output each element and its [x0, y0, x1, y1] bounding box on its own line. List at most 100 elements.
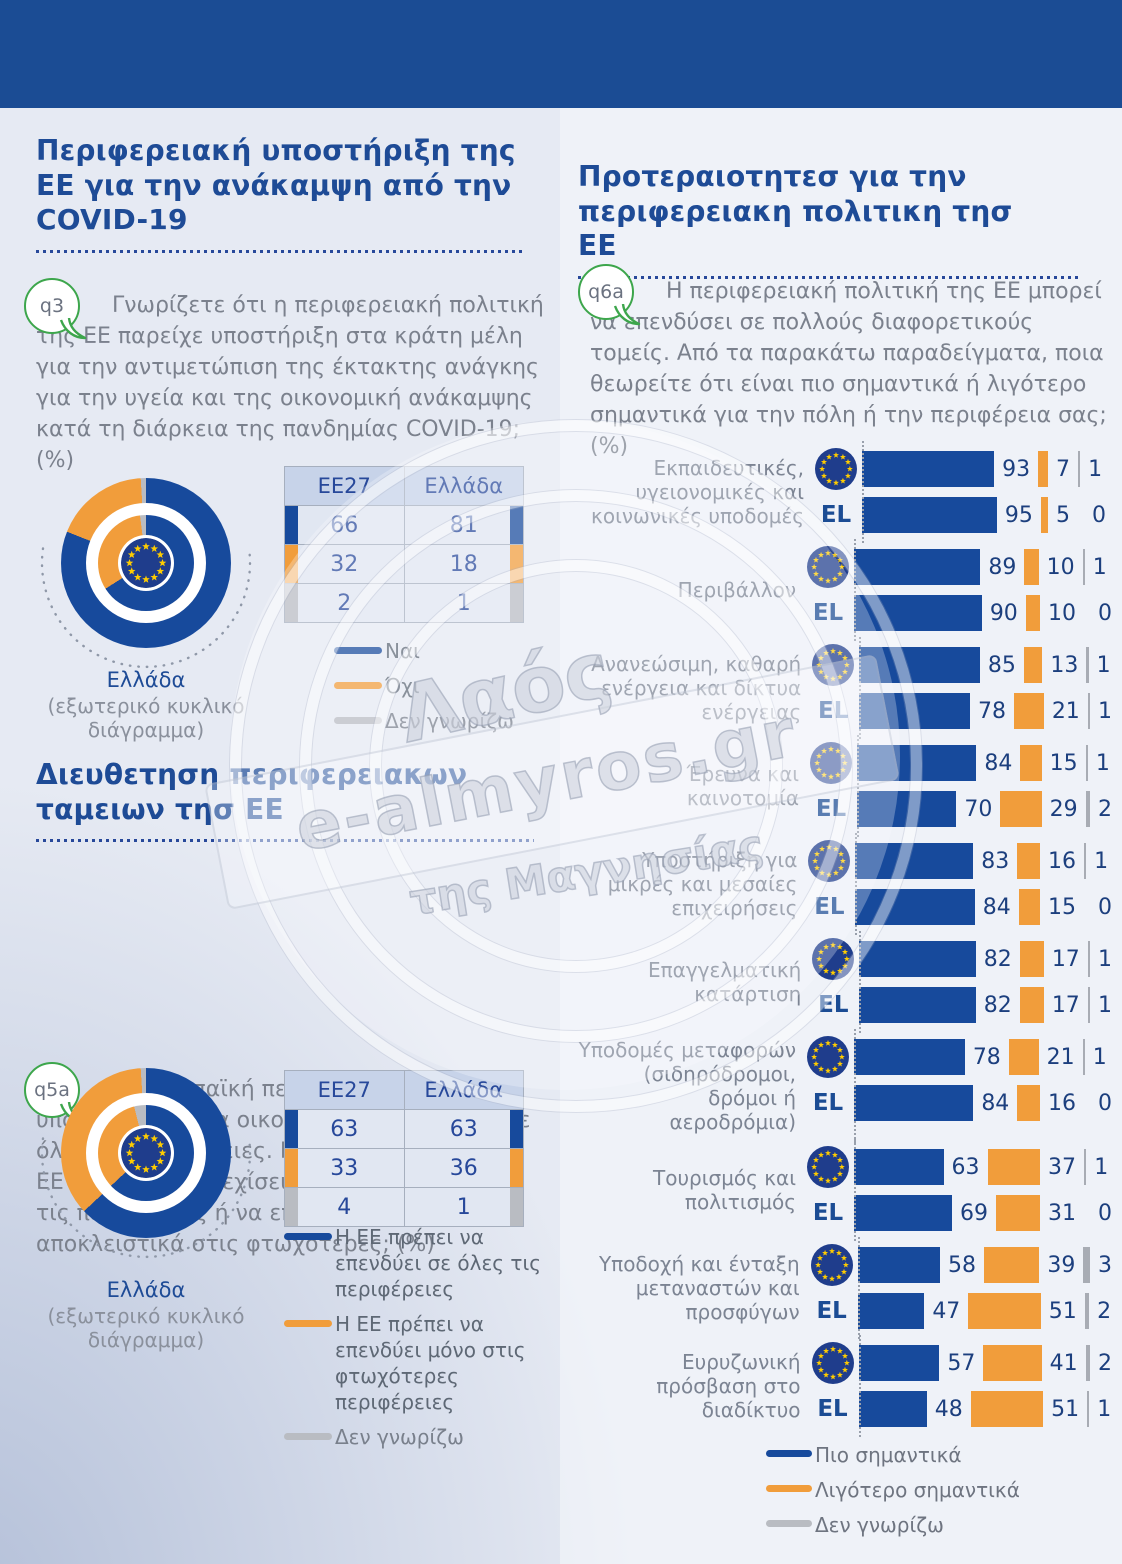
value-dont-know: 2: [1098, 796, 1112, 822]
value-more-important: 85: [987, 652, 1016, 678]
bar-less-important: [1008, 1039, 1039, 1075]
eu-flag-icon: [806, 1244, 858, 1286]
bar-row-el: EL 95 5 0: [810, 496, 1112, 534]
priority-bar-chart: Εκπαιδευτικές, υγειονομικές και κοινωνικ…: [578, 441, 1112, 1442]
eu-flag-icon: [807, 546, 850, 588]
speech-bubble-tail-icon: [59, 318, 87, 340]
bar-less-important: [1040, 497, 1048, 533]
legend-item: Όχι: [334, 673, 514, 699]
value-more-important: 63: [951, 1154, 980, 1180]
bar-more-important: [855, 889, 975, 925]
value-less-important: 15: [1048, 894, 1076, 920]
legend-swatch: [334, 647, 382, 654]
category-label: Υποστήριξη για μικρές και μεσαίες επιχει…: [607, 848, 798, 920]
bar-more-important: [857, 1247, 941, 1283]
eu-flag-icon: [807, 1146, 849, 1188]
el-label: EL: [818, 698, 849, 724]
eu-flag-icon: [121, 538, 171, 588]
table-row: 63 63: [285, 1110, 523, 1149]
eu-flag-icon: [121, 1128, 171, 1178]
value-less-important: 21: [1051, 698, 1080, 724]
value-dont-know: 1: [1096, 652, 1111, 678]
eu-flag-icon: [802, 1146, 854, 1188]
eu-flag-icon: [810, 742, 853, 784]
table-cell: 66: [330, 512, 359, 538]
legend-label: Ναι: [385, 639, 420, 663]
value-dont-know: 1: [1094, 848, 1109, 874]
legend-swatch: [766, 1520, 812, 1527]
legend-label: Η ΕΕ πρέπει να επενδύει μόνο στις φτωχότ…: [335, 1312, 526, 1414]
table-cell: 1: [403, 584, 524, 622]
bar-more-important: [859, 941, 976, 977]
table-header-cell: Ελλάδα: [403, 1071, 524, 1109]
bar-more-important: [859, 647, 980, 683]
table-header-cell: Ελλάδα: [403, 467, 524, 505]
eu-flag-icon: [810, 1244, 853, 1286]
table-header-row: ΕΕ27 Ελλάδα: [285, 1071, 523, 1110]
category-label: Υποδοχή και ένταξη μεταναστών και προσφύ…: [598, 1252, 800, 1324]
el-label: EL: [815, 796, 847, 822]
value-dont-know: 3: [1098, 1252, 1112, 1278]
bar-row-eu27: 93 7 1: [810, 448, 1112, 490]
eu-flag-icon: [807, 1036, 850, 1078]
row-color-chip: [285, 1110, 298, 1148]
value-dont-know: 2: [1097, 1298, 1112, 1324]
bar-row-eu27: 89 10 1: [802, 546, 1112, 588]
bar-dont-know: [1082, 549, 1085, 585]
legend-item: Λιγότερο σημαντικά: [766, 1477, 1020, 1503]
bar-less-important: [1038, 451, 1048, 487]
row-color-chip: [285, 584, 298, 622]
bar-row-eu27: 83 16 1: [803, 840, 1112, 882]
table-cell: 81: [403, 506, 524, 544]
bar-more-important: [857, 1293, 925, 1329]
legend-swatch: [334, 717, 382, 724]
table-cell: 63: [403, 1110, 524, 1148]
dotted-baseline: [855, 833, 858, 935]
bar-more-important: [854, 1149, 944, 1185]
value-dont-know: 1: [1098, 946, 1112, 972]
legend-label: Δεν γνωρίζω: [815, 1513, 944, 1537]
bar-more-important: [862, 497, 997, 533]
bar-group: Υποδοχή και ένταξη μεταναστών και προσφύ…: [578, 1237, 1112, 1339]
legend-label: Λιγότερο σημαντικά: [815, 1478, 1020, 1502]
chart-block-q5a: Ελλάδα (εξωτερικό κυκλικό διάγραμμα) ΕΕ2…: [36, 1054, 550, 1554]
bar-row-el: EL 48 51 1: [807, 1390, 1112, 1428]
bar-dont-know: [1082, 1039, 1085, 1075]
value-less-important: 16: [1047, 848, 1076, 874]
value-more-important: 57: [947, 1350, 976, 1376]
bar-set: 83 16 1 EL 84 15 0: [803, 833, 1112, 935]
eu-flag-icon: [121, 538, 171, 588]
value-more-important: 84: [982, 894, 1011, 920]
value-less-important: 41: [1049, 1350, 1078, 1376]
table-cell: 2: [337, 590, 352, 616]
value-more-important: 84: [984, 750, 1013, 776]
bar-dont-know: [1085, 1345, 1090, 1381]
bar-group: Επαγγελματική κατάρτιση 82 17 1 EL 82 17 1: [578, 931, 1112, 1033]
el-label: EL: [816, 1298, 847, 1324]
bar-dont-know: [1087, 693, 1090, 729]
bar-less-important: [1014, 693, 1044, 729]
eu-flag-icon: [807, 644, 859, 686]
donut-caption: Ελλάδα (εξωτερικό κυκλικό διάγραμμα): [0, 668, 296, 742]
dotted-baseline: [857, 1237, 860, 1339]
dotted-baseline: [857, 735, 860, 837]
bar-group: Υποστήριξη για μικρές και μεσαίες επιχει…: [578, 833, 1112, 935]
row-color-chip: [285, 506, 298, 544]
category-label: Ανανεώσιμη, καθαρή ενέργεια και δίκτυα ε…: [591, 652, 802, 724]
chart-block-q3: Ελλάδα (εξωτερικό κυκλικό διάγραμμα) ΕΕ2…: [36, 454, 550, 814]
bar-group: Εκπαιδευτικές, υγειονομικές και κοινωνικ…: [578, 441, 1112, 543]
bar-row-el: EL 84 15 0: [803, 888, 1112, 926]
table-cell: 63: [330, 1116, 359, 1142]
row-color-chip: [510, 1188, 523, 1226]
bar-row-eu27: 84 15 1: [805, 742, 1112, 784]
question-q6a: q6a Η περιφερειακή πολιτική της ΕΕ μπορε…: [578, 264, 1110, 462]
row-color-chip: [510, 1110, 523, 1148]
dotted-arc-icon: [40, 1137, 252, 1259]
bar-more-important: [854, 1039, 965, 1075]
value-dont-know: 0: [1098, 1200, 1112, 1226]
bar-more-important: [855, 843, 974, 879]
value-more-important: 82: [983, 946, 1012, 972]
value-more-important: 47: [932, 1298, 961, 1324]
bar-more-important: [862, 451, 995, 487]
